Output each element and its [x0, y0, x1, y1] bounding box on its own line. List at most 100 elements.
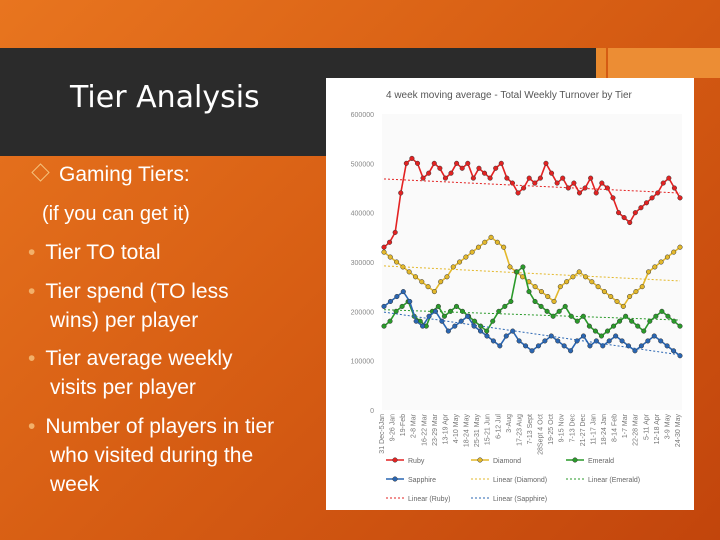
orange-tab: [608, 48, 720, 78]
data-point: [554, 180, 560, 186]
data-point: [574, 318, 580, 324]
data-point: [592, 328, 598, 334]
data-point: [606, 338, 612, 344]
data-point: [593, 190, 599, 196]
data-point: [658, 259, 664, 265]
data-point: [394, 259, 400, 265]
data-point: [619, 338, 625, 344]
x-tick-label: 9-26 Jan: [390, 414, 397, 441]
data-point: [477, 328, 484, 334]
data-point: [582, 185, 588, 191]
data-point: [651, 333, 657, 339]
data-point: [641, 328, 647, 334]
data-point: [444, 274, 450, 280]
trend-line-sapphire: [383, 311, 681, 356]
data-point: [392, 229, 398, 235]
data-point: [529, 348, 535, 354]
data-point: [580, 333, 587, 339]
data-point: [632, 348, 638, 354]
data-point: [647, 318, 653, 324]
data-point: [601, 289, 607, 295]
bullet-dot-icon: •: [28, 280, 36, 303]
x-tick-label: 1-7 Mar: [622, 413, 629, 438]
legend-label: Emerald: [588, 458, 614, 465]
x-tick-label: 3-Aug: [506, 414, 513, 433]
data-point: [447, 308, 453, 314]
data-point: [560, 175, 566, 181]
data-point: [494, 239, 500, 245]
x-tick-label: 5-11 Apr: [643, 413, 650, 440]
data-point: [523, 343, 529, 349]
x-tick-label: 18-24 May: [464, 414, 471, 448]
data-point: [588, 175, 594, 181]
x-tick-label: 31 Dec-5Jan: [379, 414, 386, 454]
data-point: [550, 313, 556, 319]
x-tick-label: 7-13 Dec: [569, 414, 576, 443]
data-point: [627, 219, 633, 226]
data-point: [677, 244, 683, 250]
data-point: [407, 298, 413, 305]
data-point: [437, 165, 443, 171]
data-point: [412, 274, 419, 280]
data-point: [537, 175, 543, 181]
data-point: [481, 170, 488, 176]
bullet-cont: week: [50, 473, 100, 496]
data-point: [476, 165, 482, 171]
data-point: [666, 175, 672, 181]
data-point: [419, 279, 425, 285]
legend-marker: [572, 457, 578, 463]
data-point: [381, 249, 387, 255]
y-tick-label: 200000: [351, 309, 374, 316]
bullet-text: Tier TO total: [45, 241, 161, 264]
data-point: [387, 298, 393, 305]
y-tick-label: 600000: [351, 112, 374, 119]
trend-line-diamond: [383, 265, 681, 282]
data-point: [677, 195, 683, 201]
data-point: [381, 303, 387, 309]
y-tick-label: 0: [370, 408, 374, 415]
data-point: [441, 313, 447, 319]
data-point: [387, 239, 393, 245]
y-tick-label: 400000: [351, 211, 374, 218]
data-point: [600, 343, 606, 349]
data-point: [532, 298, 538, 305]
slide-title: Tier Analysis: [70, 80, 260, 115]
x-tick-label: 24-30 May: [675, 414, 682, 448]
data-point: [595, 284, 601, 290]
data-point: [520, 264, 526, 270]
data-point: [535, 343, 541, 349]
data-point: [435, 303, 441, 309]
data-point: [502, 303, 508, 309]
data-point: [484, 328, 490, 334]
x-tick-label: 28Sept 4 Oct: [538, 414, 545, 455]
diamond-bullet-icon: [31, 163, 50, 182]
data-point: [557, 284, 563, 290]
data-point: [465, 313, 471, 319]
data-point: [487, 175, 493, 181]
data-point: [660, 180, 666, 186]
legend-label: Diamond: [493, 458, 521, 465]
x-tick-label: 15-21 Jun: [485, 414, 492, 445]
data-point: [645, 338, 651, 344]
bullet-text: Number of players in tier: [45, 415, 275, 438]
data-point: [677, 353, 683, 359]
data-point: [633, 289, 639, 295]
legend-label: Linear (Ruby): [408, 496, 450, 503]
data-point: [632, 210, 638, 216]
data-point: [399, 303, 405, 309]
data-point: [493, 165, 499, 171]
data-point: [645, 269, 652, 275]
data-point: [470, 175, 476, 181]
data-point: [409, 155, 415, 161]
data-point: [515, 190, 521, 196]
data-point: [426, 313, 432, 319]
legend-label: Linear (Sapphire): [493, 496, 547, 503]
y-tick-label: 500000: [351, 161, 374, 168]
bullet-item: • Tier average weekly: [28, 344, 233, 373]
data-point: [638, 343, 644, 349]
bullet-item: • Number of players in tier: [28, 412, 274, 441]
data-point: [562, 303, 568, 309]
data-point: [556, 308, 562, 314]
data-point: [629, 318, 635, 324]
data-point: [406, 269, 412, 275]
